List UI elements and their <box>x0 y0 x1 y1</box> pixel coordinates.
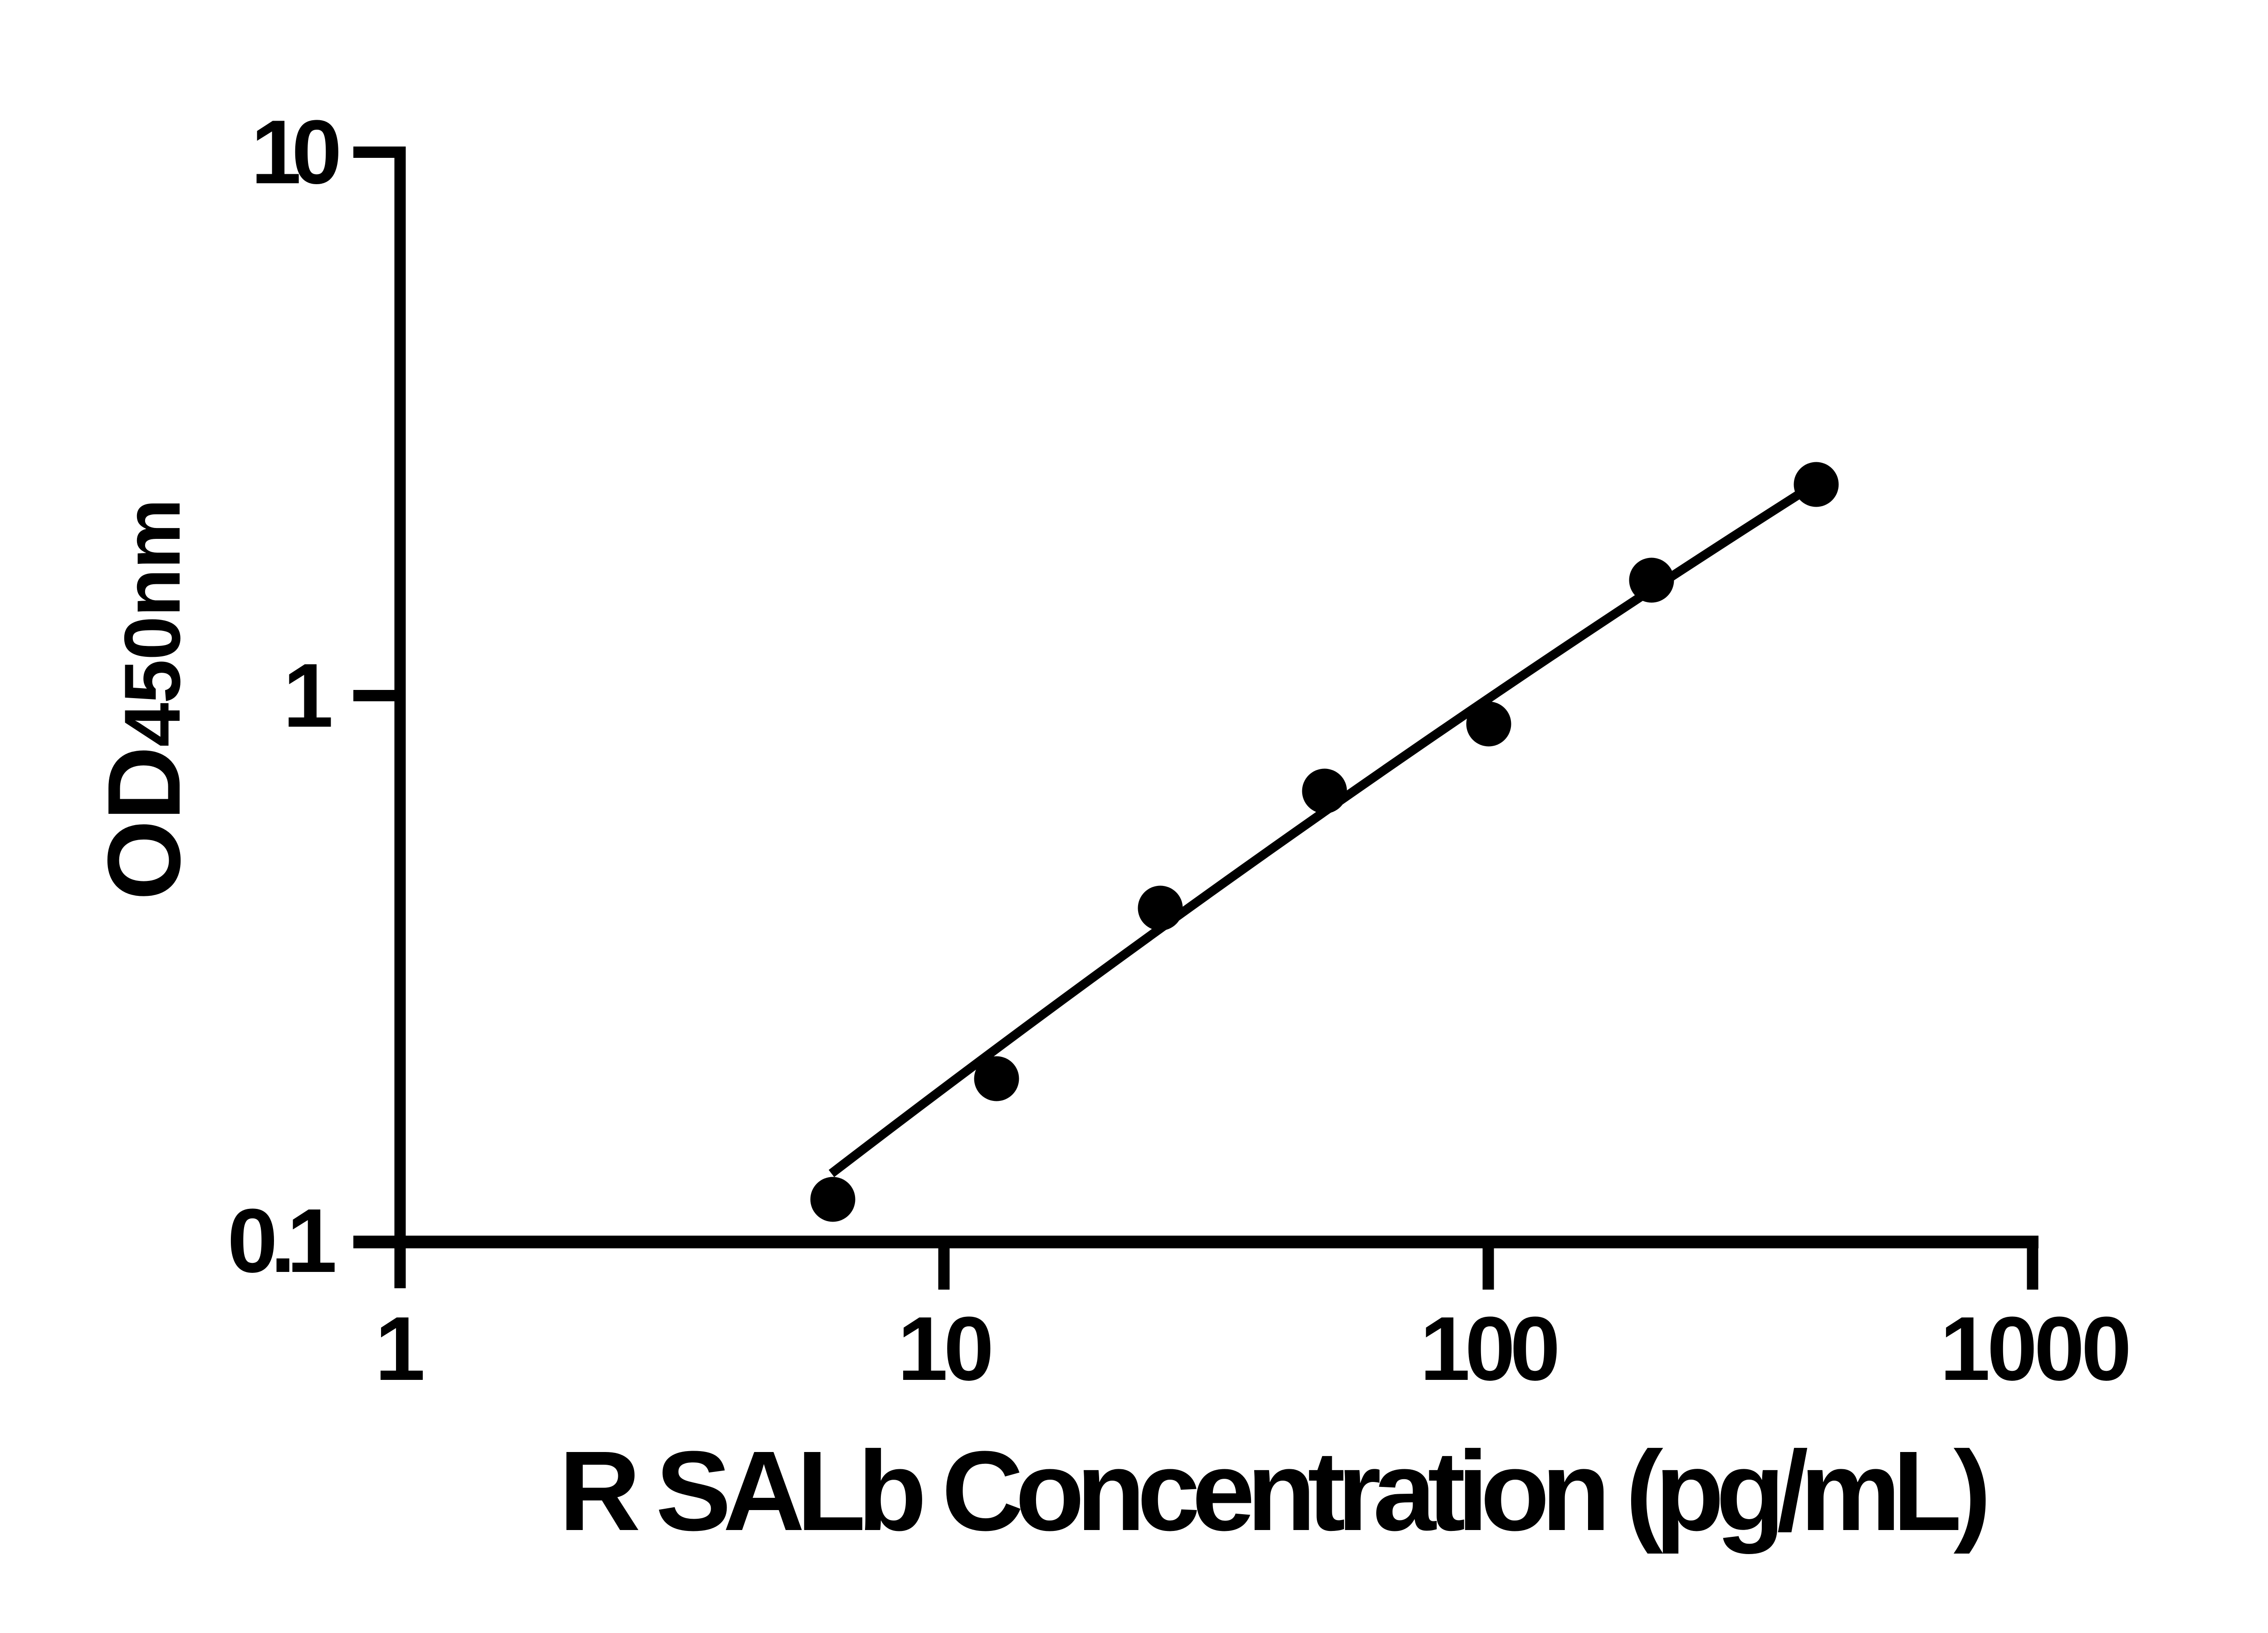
svg-text:1: 1 <box>375 1298 425 1399</box>
svg-text:0.1: 0.1 <box>227 1190 337 1291</box>
svg-text:1000: 1000 <box>1940 1298 2132 1399</box>
svg-text:OD450nm: OD450nm <box>87 499 202 900</box>
svg-text:R SALb Concentration (pg/mL): R SALb Concentration (pg/mL) <box>559 1428 1991 1554</box>
svg-text:10: 10 <box>251 102 342 203</box>
svg-text:1: 1 <box>283 645 333 746</box>
svg-text:100: 100 <box>1420 1298 1560 1399</box>
svg-text:10: 10 <box>898 1298 994 1399</box>
